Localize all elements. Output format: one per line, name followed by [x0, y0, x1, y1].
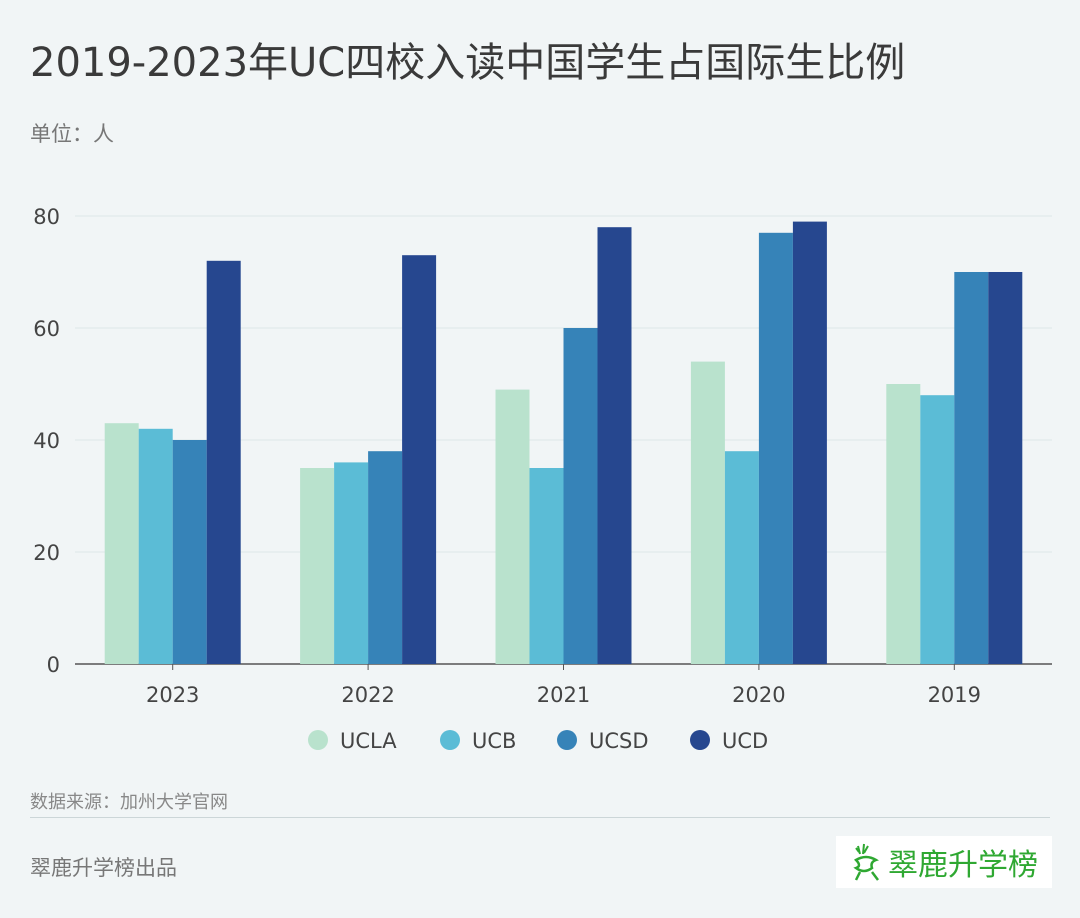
x-tick-label: 2019 [928, 683, 981, 707]
legend-swatch-ucb [440, 730, 460, 750]
bar-ucd-2021 [597, 227, 632, 664]
bar-ucla-2019 [886, 384, 921, 664]
bar-ucsd-2021 [563, 328, 598, 664]
bar-ucb-2022 [334, 462, 369, 664]
bar-ucd-2022 [402, 255, 437, 664]
logo-text: 翠鹿升学榜 [888, 848, 1038, 883]
bar-ucd-2019 [988, 272, 1023, 664]
x-tick-label: 2020 [732, 683, 785, 707]
brand-logo: 翠鹿升学榜 [836, 836, 1052, 888]
y-tick-label: 20 [33, 541, 60, 565]
legend-label-ucb: UCB [472, 729, 516, 753]
bar-ucsd-2022 [368, 451, 403, 664]
bar-ucla-2021 [495, 389, 530, 664]
chart-title: 2019-2023年UC四校入读中国学生占国际生比例 [30, 40, 906, 86]
bar-ucb-2020 [724, 451, 759, 664]
y-tick-label: 80 [33, 205, 60, 229]
x-tick-label: 2023 [146, 683, 199, 707]
unit-label: 单位：人 [30, 122, 114, 146]
legend-swatch-ucd [690, 730, 710, 750]
legend-swatch-ucsd [557, 730, 577, 750]
producer-credit: 翠鹿升学榜出品 [30, 856, 177, 880]
bar-ucla-2023 [104, 423, 139, 664]
legend-label-ucd: UCD [722, 729, 768, 753]
bar-ucsd-2023 [172, 440, 207, 664]
bar-ucb-2023 [138, 428, 173, 664]
legend-label-ucla: UCLA [340, 729, 397, 753]
legend-swatch-ucla [308, 730, 328, 750]
bar-ucd-2023 [206, 260, 241, 664]
y-tick-label: 0 [47, 653, 60, 677]
bar-chart: 0 20 40 60 80 2023 2022 2021 2020 2019 UCLA UCB UC… [33, 205, 1052, 753]
bar-ucb-2019 [920, 395, 955, 664]
deer-icon [853, 843, 879, 881]
divider [30, 817, 1050, 818]
y-tick-label: 40 [33, 429, 60, 453]
legend-label-ucsd: UCSD [589, 729, 649, 753]
bar-ucla-2020 [690, 361, 725, 664]
y-tick-label: 60 [33, 317, 60, 341]
bar-ucsd-2020 [758, 232, 793, 665]
x-tick-label: 2022 [341, 683, 394, 707]
data-source: 数据来源：加州大学官网 [30, 792, 228, 813]
bar-ucsd-2019 [954, 272, 989, 664]
x-tick-label: 2021 [537, 683, 590, 707]
bar-ucla-2022 [300, 468, 335, 664]
bar-ucd-2020 [792, 221, 827, 664]
bar-ucb-2021 [529, 468, 564, 664]
